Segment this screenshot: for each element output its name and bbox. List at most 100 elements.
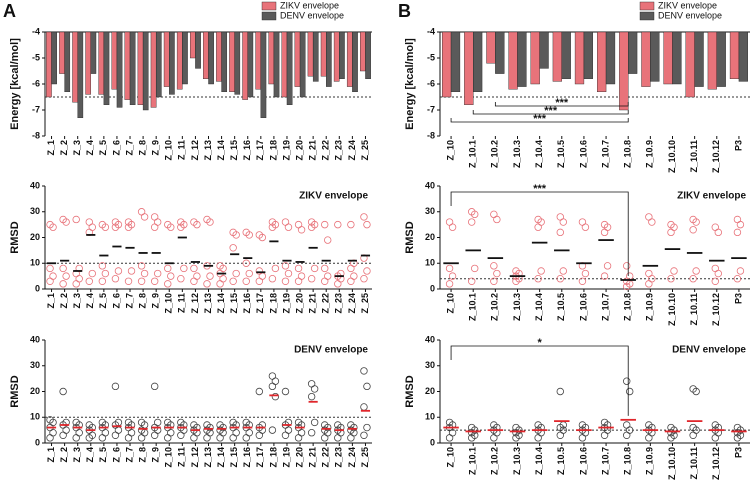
- data-point: [307, 392, 316, 401]
- data-point: [689, 226, 697, 234]
- x-tick-label: Z_10.4: [534, 293, 544, 321]
- data-point: [294, 418, 303, 427]
- x-tick-label: Z_14: [216, 447, 226, 468]
- x-tick-label: Z_8: [137, 293, 147, 309]
- data-point: [623, 377, 631, 385]
- x-tick-label: Z_13: [203, 140, 213, 161]
- data-point: [600, 272, 609, 280]
- x-tick-label: Z_10.7: [600, 447, 610, 475]
- data-point: [114, 267, 123, 275]
- significance-bracket: [494, 102, 629, 107]
- significance-label: ***: [555, 97, 569, 109]
- legend-label: DENV envelope: [658, 10, 722, 20]
- data-point: [310, 418, 319, 427]
- bar: [299, 31, 306, 98]
- legend-swatch: [261, 11, 277, 21]
- bar: [320, 31, 327, 77]
- data-point: [534, 421, 542, 429]
- bar: [738, 31, 748, 82]
- bar: [473, 31, 483, 92]
- bar: [517, 31, 527, 87]
- data-point: [49, 272, 57, 280]
- data-point: [111, 382, 120, 391]
- data-point: [150, 213, 159, 221]
- data-point: [137, 418, 146, 427]
- data-point: [334, 421, 342, 429]
- y-tick-label: 10: [30, 412, 40, 422]
- bar: [255, 31, 262, 90]
- data-point: [360, 275, 368, 283]
- data-point: [645, 421, 653, 429]
- bar: [281, 31, 288, 98]
- data-point: [164, 418, 172, 427]
- data-point: [556, 228, 564, 237]
- legend-label: ZIKV envelope: [658, 0, 717, 10]
- bar: [530, 31, 540, 85]
- data-point: [493, 269, 501, 278]
- bar: [307, 31, 314, 77]
- x-tick-label: Z_12: [190, 140, 200, 161]
- bar: [312, 31, 319, 82]
- data-point: [111, 218, 120, 226]
- data-point: [72, 215, 80, 224]
- x-tick-label: Z_7: [124, 140, 134, 156]
- x-tick-label: Z_21: [308, 293, 318, 314]
- panel-label: A: [3, 1, 16, 21]
- bar: [672, 31, 682, 85]
- data-point: [281, 218, 290, 226]
- data-point: [85, 277, 93, 285]
- x-tick-label: Z_16: [242, 293, 252, 314]
- bar: [124, 31, 131, 100]
- bar: [352, 31, 358, 92]
- x-tick-label: Z_6: [111, 447, 121, 463]
- data-point: [581, 269, 590, 278]
- data-point: [512, 267, 520, 275]
- x-tick-label: Z_11: [177, 447, 187, 467]
- data-point: [321, 220, 329, 229]
- data-point: [468, 277, 476, 285]
- data-point: [268, 372, 277, 380]
- x-tick-label: Z_10.9: [645, 447, 655, 475]
- data-point: [297, 272, 306, 280]
- data-point: [281, 277, 290, 285]
- data-point: [360, 367, 368, 375]
- x-tick-label: Z_10.2: [490, 447, 500, 475]
- x-tick-label: Z_3: [72, 447, 82, 463]
- data-point: [137, 277, 146, 285]
- data-point: [85, 421, 93, 429]
- y-tick-label: -4: [32, 26, 40, 36]
- data-point: [177, 418, 185, 427]
- bar: [294, 31, 301, 87]
- bar: [442, 31, 452, 98]
- data-point: [468, 208, 476, 216]
- data-point: [46, 416, 54, 424]
- x-tick-label: Z_10: [164, 447, 174, 468]
- x-tick-label: Z_11: [177, 293, 187, 313]
- bar: [203, 31, 209, 79]
- x-tick-label: Z_4: [85, 293, 95, 309]
- y-axis-label: Energy [kcal/mol]: [9, 38, 21, 130]
- bar: [597, 31, 607, 92]
- data-point: [242, 277, 250, 285]
- y-tick-label: -5: [427, 52, 435, 62]
- x-tick-label: Z_10.8: [623, 293, 633, 321]
- significance-bracket: [450, 191, 629, 276]
- bar: [628, 31, 638, 74]
- x-tick-label: Z_10.10: [667, 293, 677, 326]
- data-point: [46, 220, 54, 229]
- y-tick-label: 10: [425, 258, 435, 268]
- data-point: [692, 267, 700, 275]
- data-point: [203, 215, 211, 224]
- y-tick-label: -4: [427, 26, 435, 36]
- data-point: [229, 418, 237, 427]
- data-point: [667, 220, 675, 229]
- bar: [64, 31, 71, 92]
- x-tick-label: Z_11: [177, 140, 187, 160]
- series-label: ZIKV envelope: [677, 191, 746, 202]
- data-point: [98, 418, 107, 427]
- data-point: [334, 220, 342, 229]
- x-tick-label: Z_21: [308, 140, 318, 161]
- bar: [137, 31, 144, 106]
- x-tick-label: Z_19: [281, 293, 291, 314]
- x-tick-label: Z_10.1: [468, 140, 478, 168]
